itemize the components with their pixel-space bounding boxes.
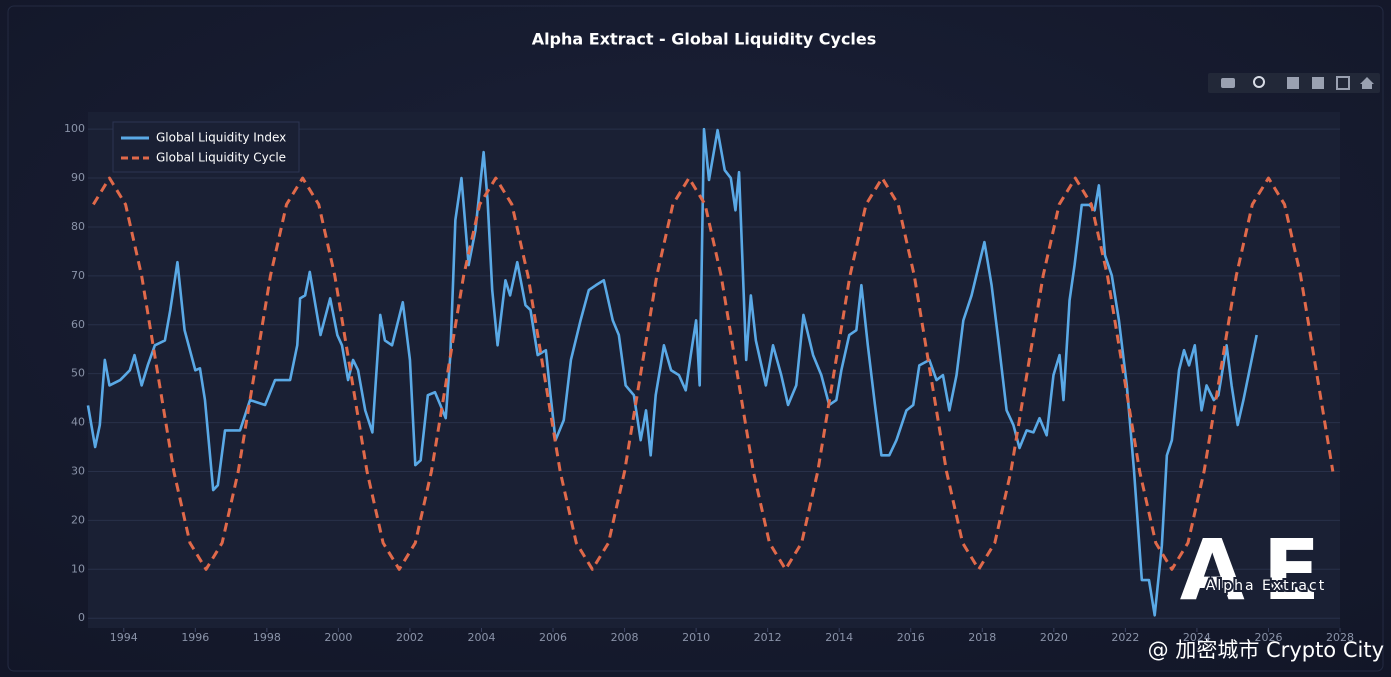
chart-title: Alpha Extract - Global Liquidity Cycles <box>532 30 877 49</box>
watermark: AE Alpha Extract @ 加密城市 Crypto City <box>1148 521 1384 662</box>
plot-area <box>88 112 1340 628</box>
series-line <box>92 176 1335 571</box>
x-tick-label: 2028 <box>1326 631 1354 644</box>
zoom-in-icon[interactable] <box>1287 77 1299 89</box>
x-tick-label: 1994 <box>110 631 138 644</box>
x-tick-label: 2008 <box>611 631 639 644</box>
y-tick-label: 30 <box>71 464 85 477</box>
panel-frame <box>7 5 1384 672</box>
x-tick-label: 2020 <box>1040 631 1068 644</box>
x-tick-label: 2012 <box>754 631 782 644</box>
y-tick-label: 40 <box>71 416 85 429</box>
legend-label: Global Liquidity Index <box>156 131 286 145</box>
series-line <box>86 127 1258 617</box>
y-tick-label: 50 <box>71 367 85 380</box>
x-tick-label: 2000 <box>324 631 352 644</box>
camera-icon[interactable] <box>1221 78 1235 88</box>
zoom-icon[interactable] <box>1253 76 1265 88</box>
y-tick-label: 90 <box>71 171 85 184</box>
y-tick-label: 10 <box>71 562 85 575</box>
x-tick-label: 2016 <box>897 631 925 644</box>
x-tick-label: 2024 <box>1183 631 1211 644</box>
legend-label: Global Liquidity Cycle <box>156 151 286 165</box>
x-tick-label: 2006 <box>539 631 567 644</box>
grid: 0 10 20 30 40 50 60 70 80 90 100 1994 1996 1998 2000 20… <box>64 122 1354 644</box>
x-tick-label: 1996 <box>181 631 209 644</box>
x-tick-label: 2002 <box>396 631 424 644</box>
legend-box <box>112 121 300 173</box>
legend: Global Liquidity Index Global Liquidity C… <box>112 121 300 173</box>
y-tick-label: 0 <box>78 611 85 624</box>
modebar[interactable] <box>1208 73 1380 93</box>
x-tick-label: 1998 <box>253 631 281 644</box>
x-tick-label: 2018 <box>968 631 996 644</box>
y-tick-label: 80 <box>71 220 85 233</box>
x-tick-label: 2026 <box>1254 631 1282 644</box>
y-tick-label: 20 <box>71 513 85 526</box>
x-tick-label: 2014 <box>825 631 853 644</box>
watermark-credit: @ 加密城市 Crypto City <box>1148 638 1384 662</box>
x-tick-label: 2022 <box>1111 631 1139 644</box>
y-tick-label: 100 <box>64 122 85 135</box>
x-tick-label: 2004 <box>467 631 495 644</box>
zoom-out-icon[interactable] <box>1312 77 1324 89</box>
lines <box>86 127 1335 617</box>
autoscale-icon[interactable] <box>1336 76 1350 90</box>
watermark-logo: AE <box>1180 521 1338 619</box>
y-tick-label: 70 <box>71 269 85 282</box>
x-tick-label: 2010 <box>682 631 710 644</box>
home-icon[interactable] <box>1360 77 1374 89</box>
y-tick-label: 60 <box>71 318 85 331</box>
watermark-brand: Alpha Extract <box>1206 578 1326 594</box>
